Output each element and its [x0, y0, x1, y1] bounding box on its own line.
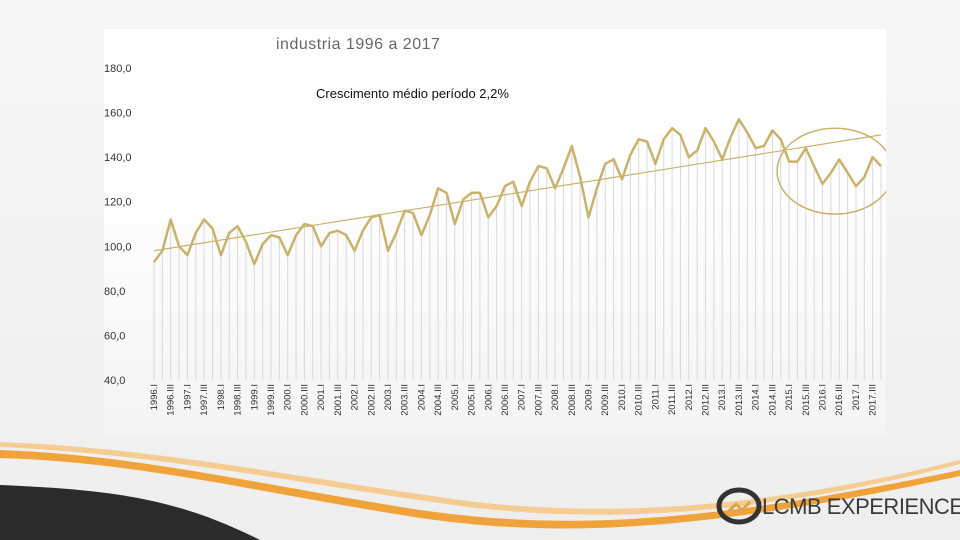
x-tick-label: 1997.I [182, 384, 193, 410]
footer-swoosh [0, 442, 960, 540]
footer-light-swoosh [0, 442, 960, 515]
highlight-ellipse [776, 127, 886, 215]
x-tick-label: 2002.III [366, 384, 377, 416]
grid-layer [153, 119, 882, 380]
x-tick-label: 1997.III [199, 384, 210, 416]
x-tick-label: 1999.I [249, 384, 260, 410]
x-tick-label: 1999.III [266, 384, 277, 416]
x-tick-label: 2017.III [868, 384, 879, 416]
y-tick-label: 160,0 [104, 108, 132, 120]
x-tick-label: 1996.I [149, 384, 160, 410]
x-tick-label: 2006.III [500, 384, 511, 416]
x-tick-label: 2016.I [818, 384, 829, 410]
x-tick-label: 2000.I [283, 384, 294, 410]
x-axis: 1996.I 1996.III 1997.I 1997.III 1998.I 1998.I… [149, 384, 879, 416]
x-tick-label: 2015.I [784, 384, 795, 410]
y-axis: 180,0 160,0 140,0 120,0 100,0 80,0 60,0 40,0 [104, 63, 132, 387]
y-tick-label: 100,0 [104, 241, 132, 253]
chart-annotation: Crescimento médio período 2,2% [316, 86, 509, 101]
x-tick-label: 2004.I [416, 384, 427, 410]
x-tick-label: 2015.III [801, 384, 812, 416]
chart-panel: 180,0 160,0 140,0 120,0 100,0 80,0 60,0 40,0 19… [104, 29, 886, 436]
y-tick-label: 140,0 [104, 152, 132, 164]
footer-orange-swoosh [0, 450, 960, 529]
lcmb-logo-icon [716, 487, 762, 525]
series-layer [153, 118, 882, 266]
series-line [153, 118, 882, 266]
x-tick-label: 2014.III [767, 384, 778, 416]
y-tick-label: 80,0 [104, 286, 125, 298]
x-tick-label: 2017.I [851, 384, 862, 410]
x-tick-label: 2005.III [467, 384, 478, 416]
x-tick-label: 2001.I [316, 384, 327, 410]
x-tick-label: 2013.I [717, 384, 728, 410]
y-tick-label: 120,0 [104, 197, 132, 209]
x-tick-label: 2011.III [667, 384, 678, 415]
x-tick-label: 2008.I [550, 384, 561, 410]
x-tick-label: 2005.I [450, 384, 461, 410]
x-tick-label: 2008.III [567, 384, 578, 416]
x-tick-label: 2013.III [734, 384, 745, 416]
x-tick-label: 2007.III [533, 384, 544, 416]
x-tick-label: 1998.III [233, 384, 244, 416]
x-tick-label: 2004.III [433, 384, 444, 416]
x-tick-label: 2010.I [617, 384, 628, 410]
y-tick-label: 180,0 [104, 63, 132, 75]
chart-title: industria 1996 a 2017 [276, 36, 440, 53]
y-tick-label: 60,0 [104, 330, 125, 342]
x-tick-label: 2000.III [299, 384, 310, 416]
x-tick-label: 1998.I [216, 384, 227, 410]
x-tick-label: 2010.III [634, 384, 645, 416]
x-tick-label: 2003.I [383, 384, 394, 410]
x-tick-label: 2009.III [600, 384, 611, 416]
x-tick-label: 2006.I [483, 384, 494, 410]
x-tick-label: 2012.III [701, 384, 712, 416]
x-tick-label: 2001.III [333, 384, 344, 416]
industry-line-chart: 180,0 160,0 140,0 120,0 100,0 80,0 60,0 40,0 19… [104, 36, 886, 416]
brand-name: LCMB EXPERIENCE [762, 494, 960, 519]
x-tick-label: 2009.I [584, 384, 595, 410]
x-tick-label: 2003.III [400, 384, 411, 416]
x-tick-label: 2012.I [684, 384, 695, 410]
x-tick-label: 2002.I [350, 384, 361, 410]
highlight-layer [776, 127, 886, 215]
x-tick-label: 2007.I [517, 384, 528, 410]
x-tick-label: 2014.I [751, 384, 762, 410]
x-tick-label: 2011.I [650, 384, 661, 410]
y-tick-label: 40,0 [104, 375, 125, 387]
x-tick-label: 2016.III [834, 384, 845, 416]
footer-dark-shape [0, 485, 260, 540]
x-tick-label: 1996.III [166, 384, 177, 416]
